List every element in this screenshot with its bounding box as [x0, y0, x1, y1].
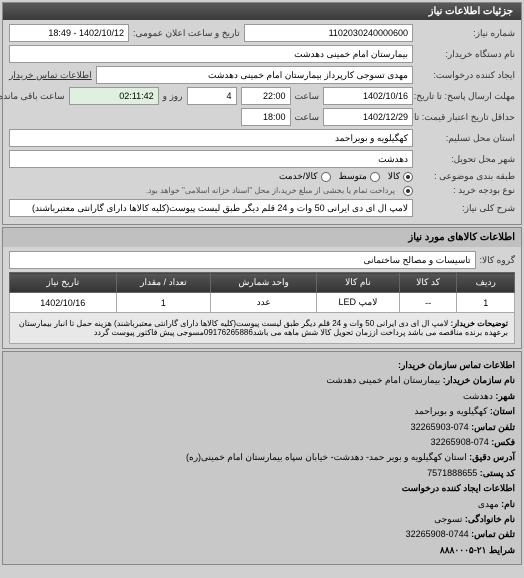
radio-icon [370, 172, 380, 182]
td-code: -- [399, 293, 457, 313]
ccphone-label: تلفن تماس: [471, 529, 515, 539]
radio-kala[interactable]: کالا [388, 171, 413, 182]
remain-label: ساعت باقی مانده [0, 91, 65, 102]
cprov-label: استان: [490, 406, 515, 416]
deadline-time-field: 22:00 [241, 87, 291, 105]
radio-label-2: کالا/خدمت [279, 171, 318, 182]
clname-label: نام خانوادگی: [465, 514, 515, 524]
th-date: تاریخ نیاز [10, 273, 117, 293]
creator-field: مهدی تسوجی کارپرداز بیمارستان امام خمینی… [96, 66, 413, 84]
budget-label: طبقه بندی موضوعی : [417, 171, 515, 182]
ccphone-val: 0744-32265908 [406, 529, 469, 539]
payment-text: پرداخت تمام یا بخشی از مبلغ خرید،از محل … [146, 186, 395, 195]
contact-section: اطلاعات تماس سازمان خریدار: نام سازمان خ… [3, 352, 521, 564]
ccity-label: شهر: [495, 391, 515, 401]
cname-label: نام: [501, 499, 515, 509]
goods-section-title: اطلاعات کالاهای مورد نیاز [3, 228, 521, 247]
table-desc-row: توضیحات خریدار: لامپ ال ای دی ایرانی 50 … [10, 313, 515, 344]
validity-time-label: ساعت [295, 112, 320, 123]
clname-val: تسوجی [434, 514, 462, 524]
th-row: ردیف [457, 273, 515, 293]
cfax-val: 074-32265908 [431, 437, 489, 447]
cpostal-val: 7571888655 [427, 468, 477, 478]
caddr-val: استان کهگیلویه و بویر حمد- دهدشت- خیابان… [186, 452, 467, 462]
th-name: نام کالا [317, 273, 400, 293]
radio-medium[interactable]: متوسط [339, 171, 380, 182]
th-unit: واحد شمارش [211, 273, 317, 293]
datetime-label: تاریخ و ساعت اعلان عمومی: [133, 28, 240, 39]
payment-label: نوع بودجه خرید : [417, 185, 515, 196]
days-field: 4 [187, 87, 237, 105]
budget-radio-group: کالا متوسط کالا/خدمت [279, 171, 413, 182]
buyer-label: نام دستگاه خریدار: [417, 49, 515, 60]
th-code: کد کالا [399, 273, 457, 293]
buyer-field: بیمارستان امام خمینی دهدشت [9, 45, 413, 63]
buyer-desc-label: توضیحات خریدار: [451, 319, 508, 328]
city-field: دهدشت [9, 150, 413, 168]
deadline-date-field: 1402/10/16 [323, 87, 413, 105]
goods-table: ردیف کد کالا نام کالا واحد شمارش تعداد /… [9, 272, 515, 344]
validity-date-field: 1402/12/29 [323, 108, 413, 126]
cfax-label: فکس: [491, 437, 515, 447]
validity-time-field: 18:00 [241, 108, 291, 126]
province-field: کهگیلویه و بویراحمد [9, 129, 413, 147]
radio-label-0: کالا [388, 171, 400, 182]
radio-icon[interactable] [403, 186, 413, 196]
th-qty: تعداد / مقدار [116, 273, 211, 293]
org-val: بیمارستان امام خمینی دهدشت [326, 375, 440, 385]
panel-title: جزئیات اطلاعات نیاز [3, 3, 521, 20]
province-label: استان محل تسلیم: [417, 133, 515, 144]
td-date: 1402/10/16 [10, 293, 117, 313]
datetime-field: 1402/10/12 - 18:49 [9, 24, 129, 42]
payment-radio-group: پرداخت تمام یا بخشی از مبلغ خرید،از محل … [146, 186, 413, 196]
group-field: تاسیسات و مصالح ساختمانی [9, 251, 476, 269]
table-row[interactable]: 1 -- لامپ LED عدد 1 1402/10/16 [10, 293, 515, 313]
deadline-time-label: ساعت [295, 91, 320, 102]
cprov-val: کهگیلویه و بویراحمد [414, 406, 487, 416]
buyer-desc-text: لامپ ال ای دی ایرانی 50 وات و 24 قلم دیگ… [19, 319, 508, 337]
contact-title: اطلاعات تماس سازمان خریدار: [398, 360, 515, 370]
group-label: گروه کالا: [480, 255, 515, 266]
contact-info-label[interactable]: اطلاعات تماس خریدار [9, 70, 92, 81]
creator-title: اطلاعات ایجاد کننده درخواست [402, 483, 515, 493]
days-label: روز و [163, 91, 183, 102]
td-name: لامپ LED [317, 293, 400, 313]
radio-label-1: متوسط [339, 171, 367, 182]
cname-val: مهدی [478, 499, 499, 509]
validity-label: حداقل تاریخ اعتبار قیمت: تا تاریخ: [417, 112, 515, 123]
cpostal-label: کد پستی: [480, 468, 515, 478]
req-no-field: 1102030240000600 [244, 24, 413, 42]
cphone-val: 074-32265903 [411, 422, 469, 432]
req-no-label: شماره نیاز: [417, 28, 515, 39]
caddr-label: آدرس دقیق: [469, 452, 515, 462]
desc-label: شرح کلی نیاز: [417, 203, 515, 214]
desc-field: لامپ ال ای دی ایرانی 50 وات و 24 قلم دیگ… [9, 199, 413, 217]
radio-icon [403, 172, 413, 182]
cphone-label: تلفن تماس: [471, 422, 515, 432]
radio-service[interactable]: کالا/خدمت [279, 171, 331, 182]
td-row: 1 [457, 293, 515, 313]
creator-label: ایجاد کننده درخواست: [417, 70, 515, 81]
org-label: نام سازمان خریدار: [443, 375, 515, 385]
city-label: شهر محل تحویل: [417, 154, 515, 165]
td-unit: عدد [211, 293, 317, 313]
remain-field: 02:11:42 [69, 87, 159, 105]
radio-icon [321, 172, 331, 182]
ccond-label: شرایط ۲۱-۸۸۸۰۰۰۵ [440, 545, 515, 555]
td-qty: 1 [116, 293, 211, 313]
deadline-label: مهلت ارسال پاسخ: تا تاریخ: [417, 91, 515, 102]
ccity-val: دهدشت [463, 391, 493, 401]
